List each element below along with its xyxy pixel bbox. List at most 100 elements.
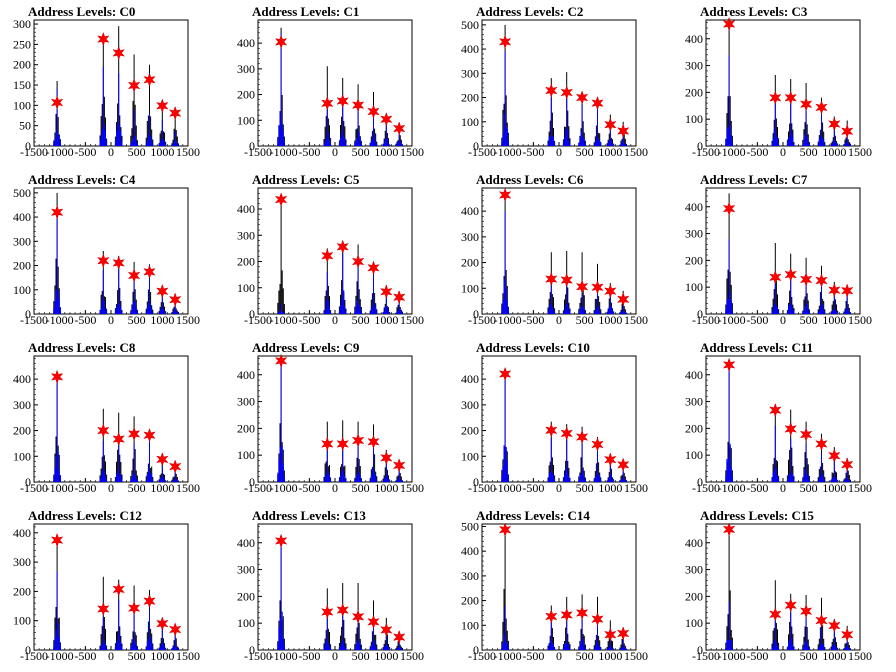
peak-star-marker	[274, 192, 288, 207]
blue-histogram-peak	[369, 444, 378, 482]
histogram-plot: 0 100 200 300 400 500 -1500-1000 -500 0 500 1000 15…	[461, 18, 648, 159]
peak-star-marker	[112, 582, 125, 597]
y-tick-label: 100	[685, 112, 703, 126]
blue-histogram-peak	[619, 299, 627, 314]
blue-histogram-peak	[130, 109, 138, 146]
peak-star-marker	[815, 100, 828, 115]
y-tick-label: 300	[461, 66, 479, 80]
y-tick-label: 100	[237, 448, 255, 462]
x-tick-label: 1000	[822, 649, 846, 663]
y-tick-label: 0	[25, 307, 31, 321]
x-tick-label: 1500	[400, 481, 424, 495]
y-tick-label: 0	[697, 475, 703, 489]
y-tick-label: 300	[685, 395, 703, 409]
peak-star-marker	[591, 279, 604, 295]
chart-title: Address Levels: C12	[28, 508, 142, 523]
y-tick-label: 400	[685, 368, 703, 382]
y-tick-label: 400	[685, 32, 703, 46]
peak-star-marker	[336, 239, 349, 255]
peak-star-marker	[143, 427, 156, 443]
blue-histogram-peak	[145, 278, 154, 314]
x-tick-label: -500	[298, 481, 320, 495]
y-tick-label: 400	[13, 210, 31, 224]
y-tick-label: 400	[237, 36, 255, 50]
y-tick-label: 400	[237, 536, 255, 550]
x-tick-label: -1500	[244, 145, 272, 159]
peak-star-marker	[560, 426, 573, 441]
peak-star-marker	[336, 93, 349, 109]
peak-star-marker	[575, 605, 589, 621]
y-tick-label: 300	[237, 563, 255, 577]
blue-histogram-peak	[578, 443, 586, 482]
y-tick-label: 500	[461, 18, 479, 32]
x-tick-label: 1500	[848, 313, 872, 327]
peak-star-marker	[112, 45, 125, 61]
blue-histogram-peak	[323, 449, 332, 482]
blue-histogram-peak	[830, 127, 839, 146]
y-tick-label: 300	[237, 62, 255, 76]
chart-title: Address Levels: C13	[252, 508, 366, 523]
blue-histogram-peak	[562, 620, 571, 650]
histogram-panel: Address Levels: C2 0 100 200 300 400 500 -1500-…	[448, 0, 672, 168]
black-histogram-peak	[501, 526, 509, 650]
blue-histogram-peak	[606, 126, 615, 146]
x-tick-label: 0	[332, 649, 338, 663]
peak-star-marker	[591, 437, 604, 452]
peak-star-marker	[367, 614, 380, 630]
y-tick-label: 300	[13, 17, 31, 31]
y-tick-label: 200	[685, 421, 703, 435]
peak-star-marker	[722, 16, 736, 32]
blue-histogram-peak	[99, 440, 108, 482]
blue-histogram-peak	[830, 631, 839, 650]
blue-histogram-peak	[578, 285, 586, 314]
x-tick-label: 0	[780, 481, 786, 495]
x-tick-label: -500	[522, 145, 544, 159]
x-tick-label: 1000	[150, 145, 174, 159]
chart-title: Address Levels: C11	[700, 340, 814, 355]
blue-histogram-peak	[354, 104, 362, 146]
y-tick-label: 100	[685, 280, 703, 294]
peak-star-marker	[722, 357, 736, 373]
peak-star-marker	[50, 95, 64, 110]
y-tick-label: 200	[237, 421, 255, 435]
x-tick-label: 500	[352, 145, 370, 159]
x-tick-label: -1500	[468, 649, 496, 663]
blue-histogram-peak	[382, 460, 391, 482]
x-tick-label: -500	[74, 313, 96, 327]
y-tick-label: 200	[13, 424, 31, 438]
histogram-plot: 0 50 100 150 200 250 300 -1500-1000 -500 0 500 1000…	[13, 17, 200, 159]
y-tick-label: 500	[461, 519, 479, 533]
histogram-panel: Address Levels: C3 0 100 200 300 400 -1500 -100…	[672, 0, 896, 168]
peak-star-marker	[156, 452, 169, 467]
peak-star-marker	[828, 282, 841, 298]
y-tick-label: 500	[13, 186, 31, 200]
blue-histogram-peak	[501, 374, 509, 482]
black-histogram-peak	[277, 198, 285, 314]
histogram-plot: 0 100 200 300 400 -1500-1000 -500 0 500 1000 1500	[237, 523, 424, 663]
x-tick-label: 1000	[598, 481, 622, 495]
peak-star-marker	[112, 431, 125, 447]
x-tick-label: -1000	[494, 313, 522, 327]
peak-star-marker	[769, 607, 782, 622]
x-tick-label: 1000	[822, 481, 846, 495]
y-tick-label: 400	[685, 200, 703, 214]
x-tick-label: -500	[746, 313, 768, 327]
x-tick-label: 1000	[598, 649, 622, 663]
y-tick-label: 200	[685, 253, 703, 267]
y-tick-label: 200	[461, 256, 479, 270]
x-tick-label: -1000	[270, 481, 298, 495]
x-tick-label: 1500	[624, 145, 648, 159]
peak-star-marker	[321, 604, 334, 620]
x-tick-label: -1500	[692, 649, 720, 663]
x-tick-label: -500	[746, 649, 768, 663]
chart-title: Address Levels: C0	[28, 4, 136, 19]
blue-histogram-peak	[578, 104, 586, 146]
x-tick-label: 500	[576, 649, 594, 663]
peak-star-marker	[828, 116, 841, 132]
peak-star-marker	[545, 423, 558, 438]
peak-star-marker	[498, 522, 512, 537]
blue-histogram-peak	[354, 620, 362, 650]
peak-star-marker	[828, 448, 841, 464]
x-tick-label: 1500	[176, 649, 200, 663]
blue-histogram-peak	[547, 438, 556, 482]
